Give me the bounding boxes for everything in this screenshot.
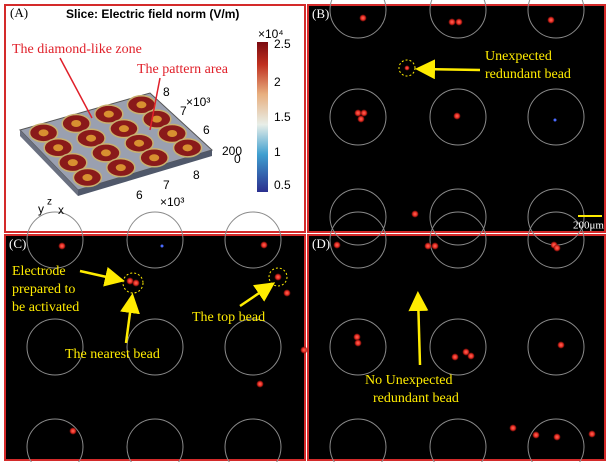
annotation: No Unexpected [365,373,452,388]
annotation: Unexpected [485,49,552,64]
axis-text: 7 [163,178,170,192]
field-core [149,154,159,161]
colorbar [257,42,268,192]
bead [468,353,475,360]
annotation: The pattern area [137,62,229,77]
bead [554,245,561,252]
panel-title: Slice: Electric field norm (V/m) [66,7,239,21]
bead [133,280,140,287]
bead [449,19,456,26]
field-core [86,135,96,142]
annotation: prepared to [12,282,75,297]
field-core [104,111,114,118]
bead [456,19,463,26]
bead [412,211,419,218]
field-core [183,144,193,151]
field-core [119,125,129,132]
annotation: redundant bead [373,391,459,406]
panel-label: (B) [312,6,329,21]
arrow [420,69,480,70]
scale-label: 200μm [573,220,604,232]
annotation: The nearest bead [65,347,160,362]
bead [334,242,341,249]
bead [355,340,362,347]
blue-spot [554,119,557,122]
annotation: redundant bead [485,67,571,82]
bead [425,243,432,250]
bead [358,116,365,123]
bead [355,110,362,117]
bead [70,428,77,435]
bead [361,110,368,117]
bead [432,243,439,250]
bead [275,274,282,281]
annotation: The diamond-like zone [12,42,142,57]
field-core [116,164,126,171]
bead [284,290,291,297]
axis-text: 7 [180,104,187,118]
axis-letter: y [38,202,44,216]
field-core [53,144,63,151]
bead [589,431,596,438]
field-core [136,101,146,108]
field-core [167,130,177,137]
field-core [101,149,111,156]
blue-spot [161,245,164,248]
annotation: Electrode [12,264,66,279]
bead [510,425,517,432]
colorbar-tick: 0.5 [274,178,291,192]
bead [257,381,264,388]
bead [360,15,367,22]
colorbar-tick: 1 [274,145,281,159]
annotation: be activated [12,300,79,315]
bead [261,242,268,249]
axis-text: 6 [136,188,143,202]
axis-text: ×10³ [186,95,210,109]
field-core [82,174,92,181]
axis-text: ×10³ [160,195,184,209]
axis-text: 6 [203,123,210,137]
axis-text: 8 [163,85,170,99]
axis-text: 8 [193,168,200,182]
bead [405,66,410,71]
bead [452,354,459,361]
bead [127,278,134,285]
axis-text: 0 [234,152,241,166]
bead [548,17,555,24]
bead [59,243,66,250]
axis-letter: x [58,203,64,217]
panel-label: (C) [9,236,26,251]
colorbar-tick: 2 [274,75,281,89]
annotation: The top bead [192,310,265,325]
axis-letter: z [47,197,52,208]
colorbar-tick: 2.5 [274,37,291,51]
field-core [71,120,81,127]
bead [354,334,361,341]
field-core [134,140,144,147]
bead [533,432,540,439]
panel-label: (A) [10,5,28,20]
field-core [39,129,49,136]
figure: (A) Slice: Electric field norm (V/m) The… [0,0,608,462]
bead [554,434,561,441]
bead [558,342,565,349]
bead [454,113,461,120]
panel-label: (D) [312,236,330,251]
field-core [68,159,78,166]
bead [301,347,308,354]
colorbar-tick: 1.5 [274,110,291,124]
